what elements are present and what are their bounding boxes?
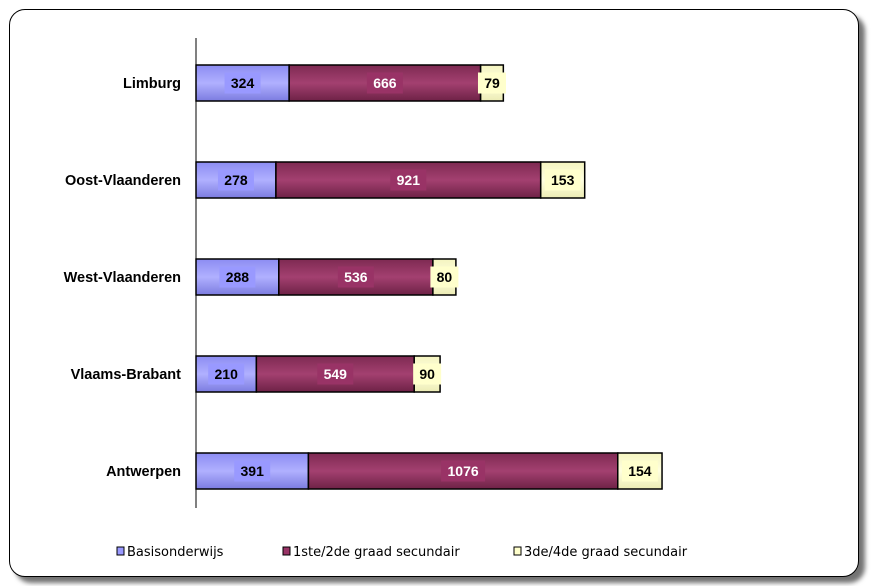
data-label-oost-vlaanderen-3de-4de-graad-secundair: 153 — [551, 172, 575, 188]
data-label-bg-west-vlaanderen-basisonderwijs — [219, 266, 256, 288]
data-label-bg-oost-vlaanderen-3de-4de-graad-secundair — [544, 169, 581, 191]
data-label-oost-vlaanderen-1ste-2de-graad-secundair: 921 — [397, 172, 421, 188]
data-label-bg-antwerpen-3de-4de-graad-secundair — [621, 460, 658, 482]
category-label-antwerpen: Antwerpen — [106, 464, 181, 480]
data-label-antwerpen-basisonderwijs: 391 — [241, 463, 265, 479]
data-label-antwerpen-1ste-2de-graad-secundair: 1076 — [448, 463, 479, 479]
bars-group: 324 666 79 278 921 153 288 536 80 210 549 90 391 1076… — [195, 64, 663, 490]
data-label-bg-limburg-3de-4de-graad-secundair — [477, 72, 506, 94]
category-labels: Limburg Oost-Vlaanderen West-Vlaanderen Vla… — [64, 76, 182, 480]
data-label-limburg-1ste-2de-graad-secundair: 666 — [373, 75, 397, 91]
category-label-vlaams-brabant: Vlaams-Brabant — [71, 367, 182, 383]
data-label-bg-limburg-1ste-2de-graad-secundair — [366, 72, 403, 94]
data-label-bg-vlaams-brabant-3de-4de-graad-secundair — [413, 363, 442, 385]
data-label-bg-west-vlaanderen-3de-4de-graad-secundair — [430, 266, 459, 288]
legend-entry-1ste-2de-graad-secundair: 1ste/2de graad secundair — [293, 545, 460, 560]
data-label-vlaams-brabant-basisonderwijs: 210 — [215, 366, 239, 382]
data-label-oost-vlaanderen-basisonderwijs: 278 — [224, 172, 248, 188]
data-label-west-vlaanderen-basisonderwijs: 288 — [226, 269, 250, 285]
data-label-west-vlaanderen-3de-4de-graad-secundair: 80 — [437, 269, 453, 285]
data-label-bg-oost-vlaanderen-1ste-2de-graad-secundair — [390, 169, 427, 191]
category-label-oost-vlaanderen: Oost-Vlaanderen — [65, 173, 181, 189]
data-label-west-vlaanderen-1ste-2de-graad-secundair: 536 — [344, 269, 368, 285]
data-label-bg-antwerpen-1ste-2de-graad-secundair — [441, 460, 486, 482]
data-label-bg-west-vlaanderen-1ste-2de-graad-secundair — [337, 266, 374, 288]
data-label-bg-limburg-basisonderwijs — [224, 72, 261, 94]
data-label-vlaams-brabant-1ste-2de-graad-secundair: 549 — [324, 366, 348, 382]
data-label-vlaams-brabant-3de-4de-graad-secundair: 90 — [419, 366, 435, 382]
data-label-limburg-basisonderwijs: 324 — [231, 75, 255, 91]
data-label-bg-oost-vlaanderen-basisonderwijs — [217, 169, 254, 191]
legend-entry-basisonderwijs: Basisonderwijs — [127, 545, 224, 560]
legend-swatch-3de-4de-graad-secundair — [513, 546, 522, 556]
category-label-west-vlaanderen: West-Vlaanderen — [64, 270, 181, 286]
data-label-antwerpen-3de-4de-graad-secundair: 154 — [628, 463, 652, 479]
legend: Basisonderwijs 1ste/2de graad secundair 3d… — [116, 545, 688, 560]
legend-swatch-basisonderwijs — [116, 546, 125, 556]
legend-swatch-1ste-2de-graad-secundair — [282, 546, 291, 556]
category-label-limburg: Limburg — [123, 76, 181, 92]
data-label-bg-vlaams-brabant-1ste-2de-graad-secundair — [317, 363, 354, 385]
data-label-bg-vlaams-brabant-basisonderwijs — [208, 363, 245, 385]
legend-entry-3de-4de-graad-secundair: 3de/4de graad secundair — [524, 545, 688, 560]
data-label-limburg-3de-4de-graad-secundair: 79 — [484, 75, 500, 91]
data-label-bg-antwerpen-basisonderwijs — [234, 460, 271, 482]
